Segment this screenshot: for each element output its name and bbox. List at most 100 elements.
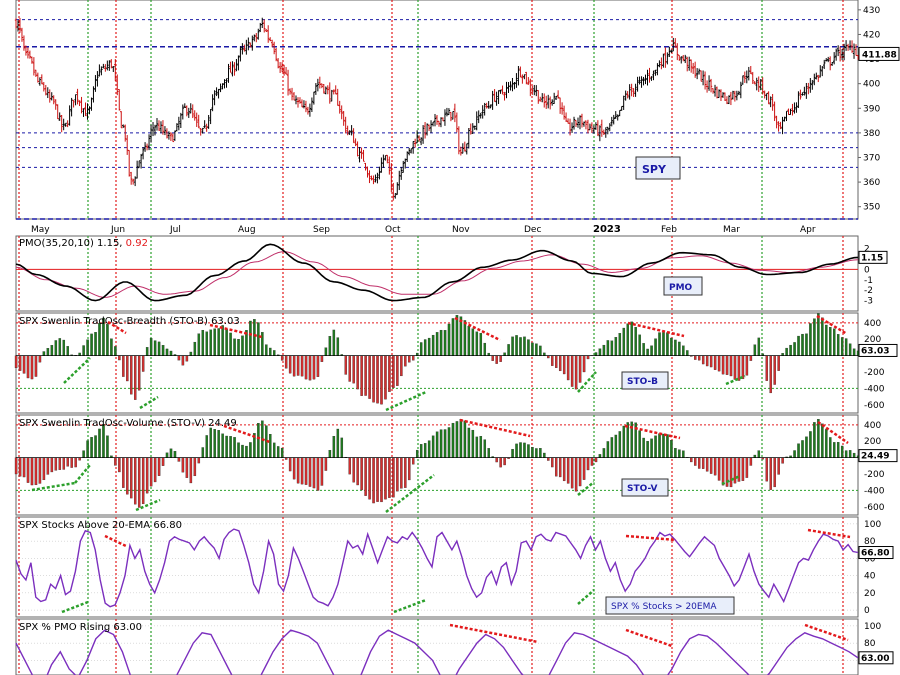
osc-bar [412, 457, 415, 465]
osc-bar [562, 457, 566, 482]
bullish-divergence-line [74, 464, 91, 484]
stov-title: SPX Swenlin TradOsc-Volume (STO-V) 24.49 [19, 418, 237, 429]
osc-bar [705, 457, 709, 472]
osc-bar [157, 457, 161, 476]
y-tick-label: 400 [864, 319, 881, 329]
event-lines [18, 0, 844, 675]
osc-bar [50, 345, 54, 356]
bullish-divergence-line [577, 371, 597, 393]
osc-bar [638, 430, 641, 458]
osc-bar [419, 444, 423, 458]
y-tick-label: 20 [864, 589, 876, 599]
pmo-label-box [663, 276, 703, 296]
osc-bar [173, 451, 177, 458]
bullish-divergence-line [577, 481, 595, 496]
x-month-label: Oct [385, 225, 401, 235]
osc-bar [253, 319, 256, 356]
osc-bar [400, 457, 403, 489]
osc-bar [189, 351, 193, 356]
osc-bar [519, 337, 522, 356]
osc-bar [249, 320, 252, 356]
osc-bar [78, 457, 81, 461]
osc-bar [141, 355, 145, 372]
ema-last-value: 66.80 [861, 549, 889, 559]
osc-bar [805, 436, 808, 458]
osc-bar [574, 355, 578, 390]
osc-bar [555, 355, 558, 368]
osc-bar [658, 332, 661, 356]
osc-bar [122, 457, 125, 488]
osc-bar [320, 457, 324, 486]
y-tick-label: 350 [863, 203, 880, 213]
osc-bar [813, 318, 816, 356]
osc-bar [654, 435, 657, 458]
osc-bar [495, 355, 498, 364]
osc-bar [22, 457, 26, 478]
osc-bar [535, 448, 538, 458]
osc-bar [249, 442, 252, 458]
osc-bar [360, 457, 363, 491]
osc-bar [487, 448, 490, 458]
osc-bar [177, 457, 181, 462]
osc-bar [765, 457, 769, 482]
osc-bar [98, 428, 101, 458]
osc-bar [181, 457, 185, 473]
osc-bar [535, 343, 538, 356]
osc-bar [662, 332, 665, 356]
osc-bar [197, 333, 201, 356]
bearish-divergence-line [624, 424, 681, 440]
osc-bar [836, 334, 840, 356]
y-tick-label: 400 [863, 80, 880, 90]
osc-bar [404, 457, 407, 488]
osc-bar [312, 355, 316, 380]
y-tick-label: -600 [864, 401, 885, 411]
osc-bar [467, 326, 471, 356]
osc-bar [70, 457, 73, 468]
osc-bar [423, 339, 427, 356]
osc-bar [773, 457, 776, 488]
osc-bar [296, 457, 300, 484]
osc-bar [745, 457, 749, 478]
osc-bar [840, 337, 844, 356]
osc-bar [618, 431, 622, 458]
osc-bar [328, 336, 332, 356]
osc-bar [610, 437, 614, 458]
osc-bar [793, 342, 796, 356]
osc-bar [118, 457, 121, 473]
osc-bar [431, 334, 435, 356]
osc-bar [463, 320, 467, 356]
y-tick-label: 40 [864, 572, 876, 582]
osc-bar [241, 335, 244, 356]
osc-bar [209, 329, 212, 356]
y-tick-label: 0 [864, 265, 870, 275]
osc-bar [14, 457, 18, 475]
osc-bar [46, 348, 50, 356]
osc-bar [586, 355, 590, 360]
y-tick-label: 200 [864, 437, 881, 447]
osc-bar [86, 440, 89, 458]
osc-bar [114, 346, 117, 356]
osc-bar [126, 355, 129, 382]
osc-bar [713, 355, 717, 370]
stov-panel: 400 200 -200 -400 -600 SPX Swenlin TradOsc-Vo… [14, 418, 898, 513]
osc-bar [801, 440, 804, 458]
osc-bar [292, 355, 296, 377]
osc-bar [797, 335, 800, 356]
y-tick-label: 390 [863, 104, 880, 114]
y-tick-label: -2 [864, 286, 873, 296]
osc-bar [733, 355, 737, 380]
osc-bar [364, 355, 367, 396]
osc-bar [753, 344, 757, 356]
osc-bar [479, 333, 483, 356]
osc-bar [642, 343, 645, 356]
osc-bar [404, 355, 407, 367]
osc-bar [844, 338, 848, 356]
osc-bar [201, 329, 205, 356]
spy-frame [15, 0, 859, 220]
osc-bar [602, 448, 606, 458]
osc-bar [145, 347, 149, 356]
osc-bar [765, 355, 769, 381]
stov-label: STO-V [627, 484, 658, 494]
